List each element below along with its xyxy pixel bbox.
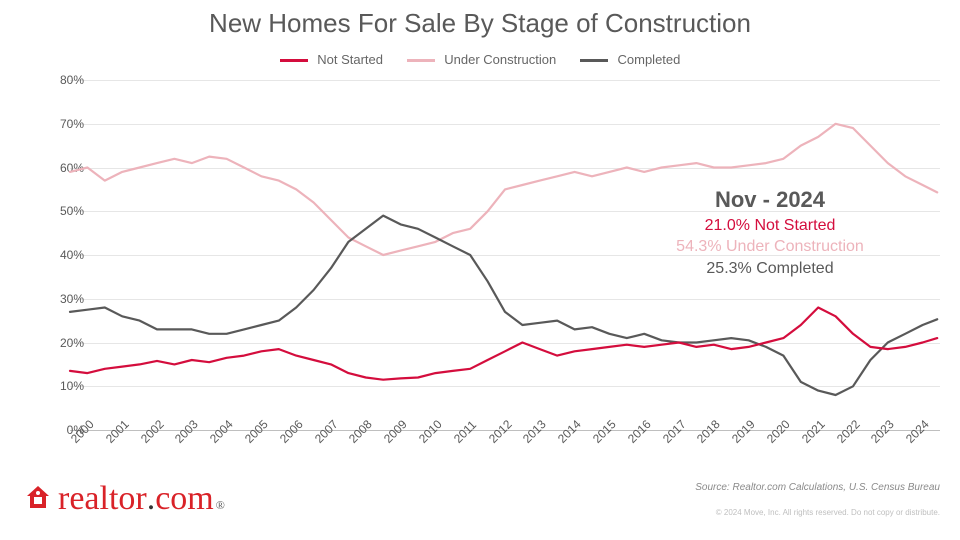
logo-text-main: realtor: [58, 480, 147, 518]
chart-container: New Homes For Sale By Stage of Construct…: [0, 0, 960, 540]
annotation-box: Nov - 2024 21.0% Not Started 54.3% Under…: [620, 185, 920, 279]
logo-text-dot: .: [147, 480, 156, 518]
annotation-not-started: 21.0% Not Started: [620, 215, 920, 237]
logo-text-suffix: com: [155, 480, 214, 518]
line-not-started: [70, 308, 937, 380]
source-text: Source: Realtor.com Calculations, U.S. C…: [695, 482, 940, 493]
realtor-logo: realtor.com®: [24, 480, 225, 518]
logo-registered: ®: [216, 498, 225, 513]
copyright-text: © 2024 Move, Inc. All rights reserved. D…: [716, 508, 940, 517]
annotation-completed: 25.3% Completed: [620, 258, 920, 280]
annotation-under-construction: 54.3% Under Construction: [620, 236, 920, 258]
annotation-header: Nov - 2024: [620, 185, 920, 215]
house-icon: [24, 482, 52, 520]
